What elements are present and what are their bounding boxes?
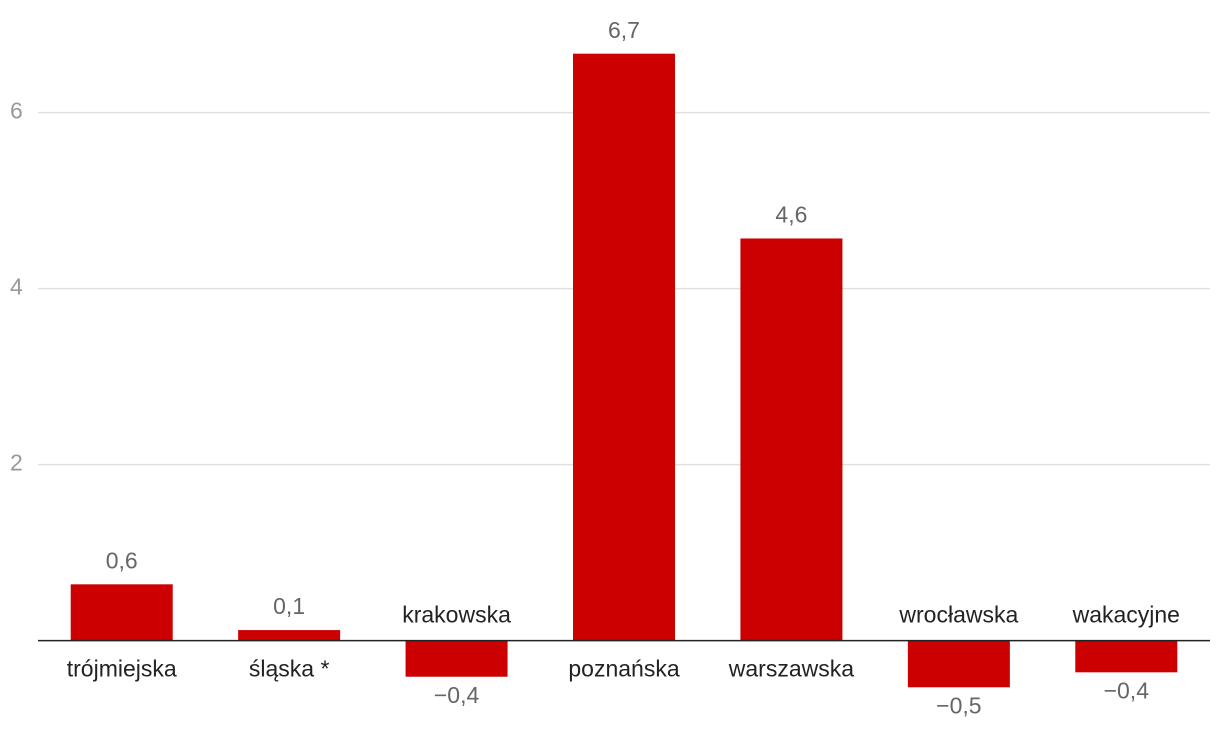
x-tick-label: krakowska: [402, 602, 511, 628]
x-tick-label: wakacyjne: [1072, 602, 1180, 628]
value-label: 0,1: [273, 593, 305, 619]
value-label: 0,6: [106, 547, 138, 573]
x-tick-label: warszawska: [728, 656, 854, 682]
x-tick-label: trójmiejska: [67, 656, 177, 682]
y-tick-label: 2: [10, 450, 23, 476]
bar: [573, 53, 675, 641]
bar: [70, 584, 173, 641]
y-tick-label: 4: [10, 274, 23, 300]
bar: [238, 630, 341, 641]
value-label: 6,7: [608, 17, 640, 43]
x-tick-label: wrocławska: [898, 602, 1018, 628]
bar: [1075, 640, 1178, 673]
value-label: −0,4: [1104, 677, 1150, 703]
value-label: 4,6: [775, 202, 807, 228]
bar: [740, 238, 843, 641]
value-label: −0,4: [434, 682, 480, 708]
x-tick-label: poznańska: [568, 656, 679, 682]
value-label: −0,5: [936, 692, 981, 718]
x-tick-label: śląska *: [249, 656, 330, 682]
y-tick-label: 6: [10, 98, 23, 124]
bar: [907, 640, 1010, 688]
bar: [405, 640, 508, 677]
